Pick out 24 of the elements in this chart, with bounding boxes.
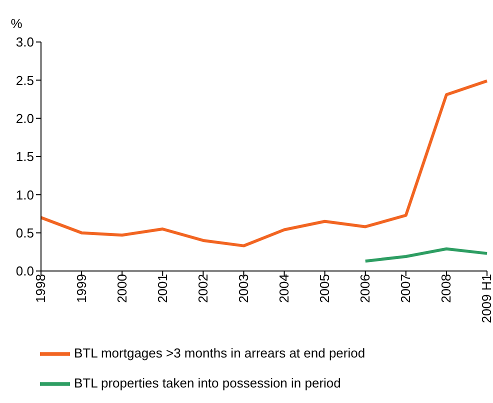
y-tick-label: 0.0 (16, 264, 34, 279)
x-tick-label: 2006 (358, 274, 373, 303)
x-tick-label: 2001 (154, 274, 170, 303)
x-tick-label: 2002 (195, 274, 210, 303)
x-tick-label: 2004 (276, 274, 292, 303)
line-series (40, 79, 488, 248)
x-tick-label: 2008 (438, 274, 454, 303)
x-tick-label: 1998 (33, 274, 48, 303)
y-tick-label: 3.0 (16, 34, 34, 50)
y-tick-label: 1.5 (16, 149, 34, 164)
x-tick-label: 2000 (114, 274, 130, 303)
y-tick-label: 1.0 (16, 187, 34, 202)
line-series (364, 247, 488, 263)
y-tick-label: 2.0 (16, 110, 34, 126)
x-tick-label: 1999 (74, 274, 89, 303)
y-tick-label: 0.5 (16, 225, 34, 240)
x-tick-label: 2009 H1 (479, 274, 493, 324)
legend-label: BTL properties taken into possession in period (74, 375, 341, 390)
x-tick-label: 2007 (398, 274, 414, 303)
legend-label: BTL mortgages >3 months in arrears at end period (74, 345, 366, 360)
y-axis-title: % (10, 16, 23, 31)
x-tick-label: 2003 (236, 274, 251, 303)
y-tick-label: 2.5 (16, 72, 34, 88)
x-tick-label: 2005 (317, 274, 332, 303)
